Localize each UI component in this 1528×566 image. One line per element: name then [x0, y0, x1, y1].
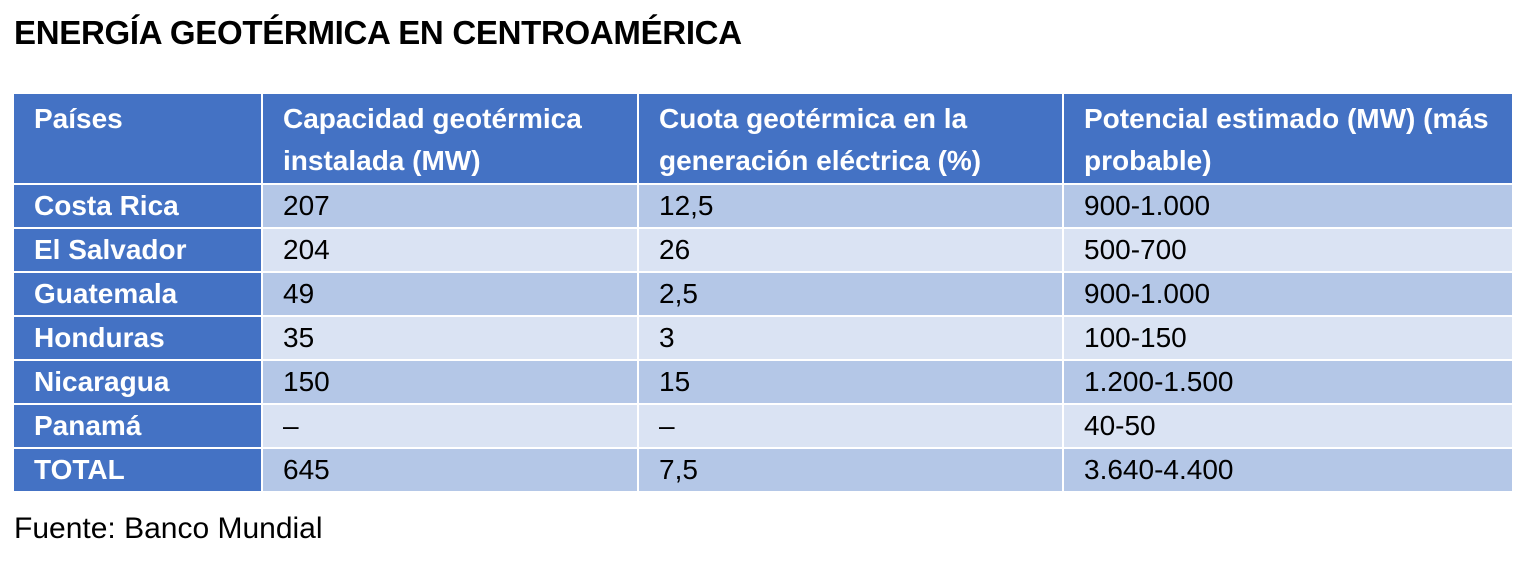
table-body: Costa Rica 207 12,5 900-1.000 El Salvado… — [12, 183, 1514, 493]
table-row: Nicaragua 150 15 1.200-1.500 — [12, 359, 1514, 405]
country-cell: Panamá — [12, 403, 263, 449]
table-row: Honduras 35 3 100-150 — [12, 315, 1514, 361]
table-row: El Salvador 204 26 500-700 — [12, 227, 1514, 273]
share-cell: 3 — [637, 315, 1064, 361]
share-cell: 26 — [637, 227, 1064, 273]
share-cell: 2,5 — [637, 271, 1064, 317]
capacity-cell: 207 — [261, 183, 639, 229]
country-cell: Guatemala — [12, 271, 263, 317]
table-row: Costa Rica 207 12,5 900-1.000 — [12, 183, 1514, 229]
potential-cell: 900-1.000 — [1062, 183, 1514, 229]
capacity-cell: 49 — [261, 271, 639, 317]
potential-cell: 40-50 — [1062, 403, 1514, 449]
table-row-total: TOTAL 645 7,5 3.640-4.400 — [12, 447, 1514, 493]
total-share-cell: 7,5 — [637, 447, 1064, 493]
table-row: Panamá – – 40-50 — [12, 403, 1514, 449]
page-title: ENERGÍA GEOTÉRMICA EN CENTROAMÉRICA — [14, 14, 742, 51]
country-cell: El Salvador — [12, 227, 263, 273]
capacity-cell: 204 — [261, 227, 639, 273]
potential-cell: 500-700 — [1062, 227, 1514, 273]
header-paises: Países — [12, 92, 263, 185]
country-cell: Honduras — [12, 315, 263, 361]
capacity-cell: 150 — [261, 359, 639, 405]
header-potencial: Potencial estimado (MW) (más probable) — [1062, 92, 1514, 185]
potential-cell: 100-150 — [1062, 315, 1514, 361]
header-cuota: Cuota geotérmica en la generación eléctr… — [637, 92, 1064, 185]
geothermal-table: Países Capacidad geotérmica instalada (M… — [12, 92, 1514, 493]
country-cell: Costa Rica — [12, 183, 263, 229]
total-capacity-cell: 645 — [261, 447, 639, 493]
table-header: Países Capacidad geotérmica instalada (M… — [12, 92, 1514, 185]
header-capacidad: Capacidad geotérmica instalada (MW) — [261, 92, 639, 185]
header-row: Países Capacidad geotérmica instalada (M… — [12, 92, 1514, 185]
source-note: Fuente: Banco Mundial — [14, 512, 323, 545]
share-cell: – — [637, 403, 1064, 449]
total-label-cell: TOTAL — [12, 447, 263, 493]
country-cell: Nicaragua — [12, 359, 263, 405]
share-cell: 12,5 — [637, 183, 1064, 229]
potential-cell: 900-1.000 — [1062, 271, 1514, 317]
capacity-cell: – — [261, 403, 639, 449]
share-cell: 15 — [637, 359, 1064, 405]
table-row: Guatemala 49 2,5 900-1.000 — [12, 271, 1514, 317]
total-potential-cell: 3.640-4.400 — [1062, 447, 1514, 493]
potential-cell: 1.200-1.500 — [1062, 359, 1514, 405]
capacity-cell: 35 — [261, 315, 639, 361]
